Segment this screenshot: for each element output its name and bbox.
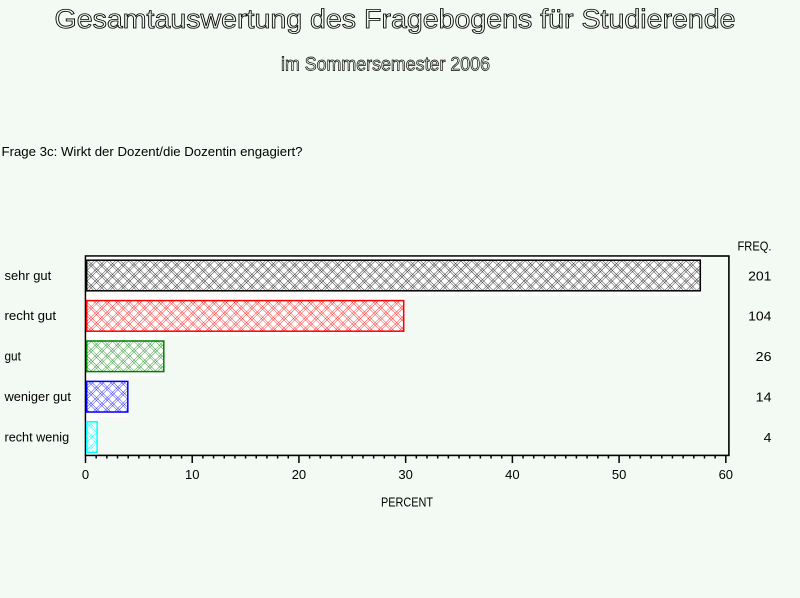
svg-text:4: 4: [764, 430, 772, 445]
svg-text:FREQ.: FREQ.: [738, 239, 772, 254]
svg-text:sehr gut: sehr gut: [5, 268, 52, 283]
svg-text:14: 14: [756, 390, 772, 405]
svg-text:gut: gut: [5, 349, 22, 364]
svg-text:im Sommersemester 2006: im Sommersemester 2006: [281, 54, 490, 75]
svg-text:20: 20: [292, 467, 306, 482]
svg-text:26: 26: [756, 349, 772, 364]
svg-text:weniger gut: weniger gut: [4, 389, 72, 404]
svg-text:Frage 3c: Wirkt der Dozent/die: Frage 3c: Wirkt der Dozent/die Dozentin …: [2, 144, 303, 159]
svg-text:PERCENT: PERCENT: [381, 495, 433, 510]
svg-text:0: 0: [82, 467, 89, 482]
svg-text:201: 201: [748, 268, 771, 283]
svg-text:Gesamtauswertung des Frageboge: Gesamtauswertung des Fragebogens für Stu…: [55, 4, 736, 34]
svg-text:104: 104: [748, 309, 771, 324]
svg-text:30: 30: [398, 467, 412, 482]
svg-text:50: 50: [612, 467, 626, 482]
svg-text:40: 40: [505, 467, 519, 482]
svg-text:recht wenig: recht wenig: [5, 429, 70, 444]
svg-text:recht gut: recht gut: [5, 308, 57, 323]
svg-text:60: 60: [719, 467, 733, 482]
svg-text:10: 10: [185, 467, 199, 482]
